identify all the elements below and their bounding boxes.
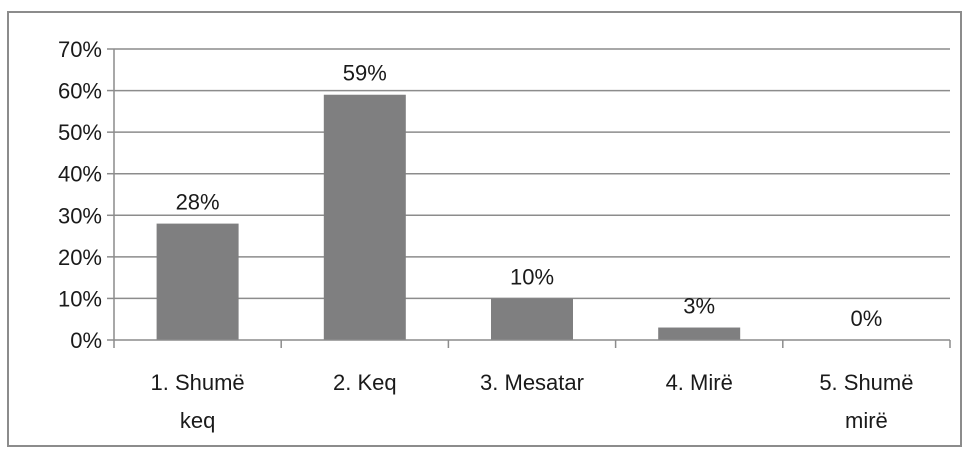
bar	[491, 298, 573, 340]
y-tick-label: 20%	[58, 245, 102, 270]
data-label: 10%	[510, 264, 554, 289]
y-tick-label: 10%	[58, 286, 102, 311]
category-label: 1. Shumë keq	[151, 370, 245, 433]
category-label: 5. Shumë mirë	[819, 370, 913, 433]
y-tick-label: 30%	[58, 203, 102, 228]
labels: 0% 10% 20% 30% 40% 50% 60% 70% 28% 1. Shumë keq 59%…	[58, 37, 914, 433]
category-label: 2. Keq	[333, 370, 397, 395]
data-label: 59%	[343, 61, 387, 86]
data-label: 28%	[176, 190, 220, 215]
y-tick-label: 60%	[58, 79, 102, 104]
y-tick-label: 40%	[58, 162, 102, 187]
bar	[323, 94, 406, 340]
data-label: 0%	[851, 306, 883, 331]
bar	[658, 327, 741, 340]
bars	[156, 94, 741, 340]
axes	[107, 48, 951, 348]
y-tick-label: 70%	[58, 37, 102, 62]
category-label: 3. Mesatar	[480, 370, 584, 395]
bar	[156, 223, 239, 340]
gridlines	[114, 48, 950, 300]
category-label: 4. Mirë	[666, 370, 733, 395]
y-tick-label: 50%	[58, 120, 102, 145]
y-tick-label: 0%	[70, 328, 102, 353]
data-label: 3%	[683, 294, 715, 319]
